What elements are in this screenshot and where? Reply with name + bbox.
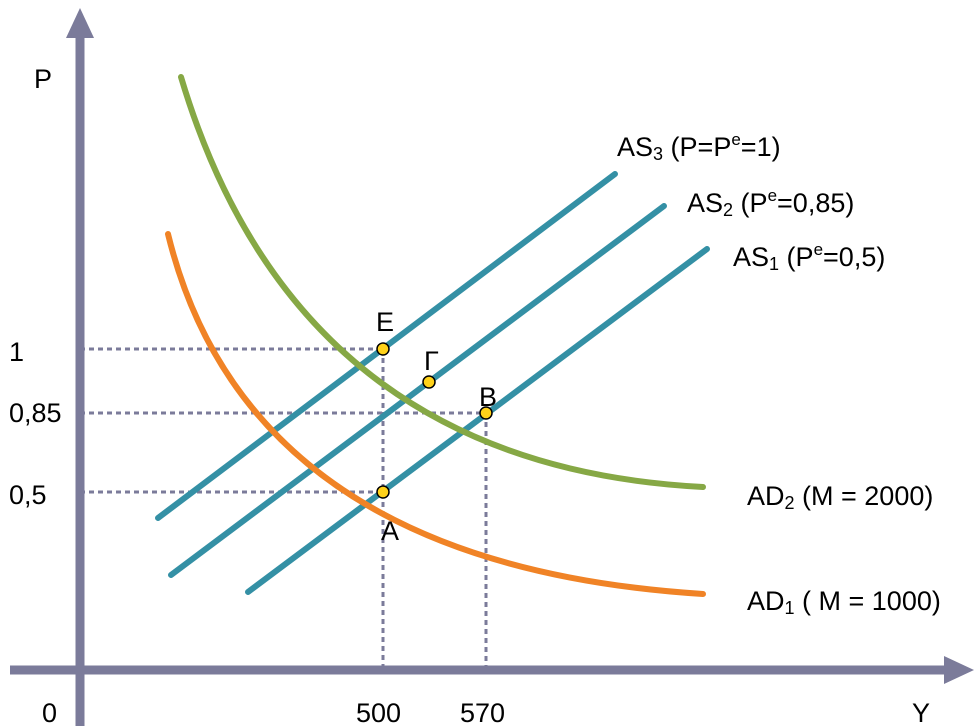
y-axis-label: P — [34, 64, 52, 94]
x-tick-500: 500 — [356, 698, 401, 726]
point-b-marker — [479, 406, 493, 420]
point-g-label: Γ — [424, 346, 439, 376]
point-a-marker — [376, 485, 390, 499]
ad1-label: AD1 ( M = 1000) — [747, 586, 941, 618]
x-axis-label: Y — [912, 698, 930, 726]
point-e-label: Ε — [376, 307, 394, 337]
x-tick-570: 570 — [460, 698, 505, 726]
y-tick-05: 0,5 — [9, 480, 47, 510]
x-axis-arrow — [944, 656, 974, 684]
y-tick-1: 1 — [9, 337, 24, 367]
point-a-label: Α — [381, 516, 399, 546]
axes — [10, 8, 974, 726]
guide-lines — [80, 347, 488, 670]
point-b-label: Β — [479, 382, 497, 412]
point-e-marker — [376, 342, 390, 356]
y-axis-arrow — [66, 8, 94, 38]
as1-line — [245, 246, 710, 595]
ad1-curve — [165, 231, 706, 597]
ad2-curve — [178, 74, 706, 490]
as2-label: AS2 (Pe=0,85) — [687, 186, 854, 220]
y-tick-085: 0,85 — [9, 398, 62, 428]
origin-label: 0 — [42, 698, 57, 726]
equilibrium-points — [376, 342, 493, 499]
ad2-label: AD2 (M = 2000) — [747, 481, 933, 513]
point-g-marker — [422, 375, 436, 389]
as1-label: AS1 (Pe=0,5) — [733, 240, 885, 274]
as3-label: AS3 (P=Pe=1) — [617, 130, 781, 164]
as2-line — [168, 203, 667, 578]
